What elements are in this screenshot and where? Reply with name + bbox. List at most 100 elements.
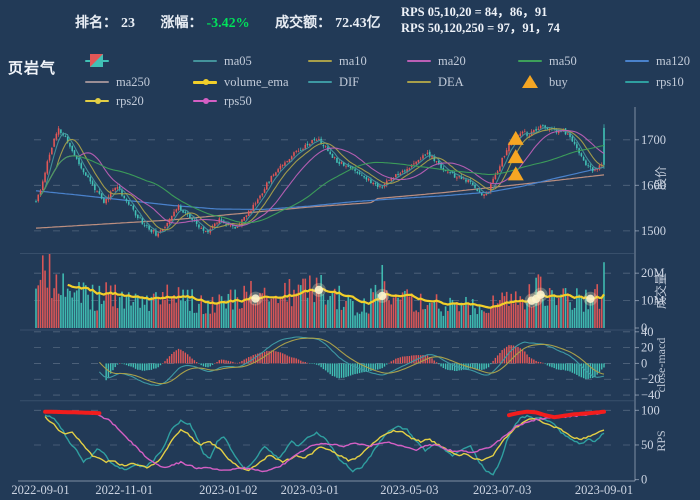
rps-summary-line-2: RPS 50,120,250 = 97，91，74 [401, 20, 560, 35]
ma250-legend-line-icon [85, 75, 109, 89]
legend-item-ma20: ma20 [407, 54, 466, 68]
legend-item-ma250: ma250 [85, 75, 150, 89]
axes: 150016001700010M20M40200−20−40050100股价成交… [18, 107, 668, 487]
volume-ytick-20M: 20M [641, 266, 665, 280]
rank-label: 排名： [75, 16, 117, 31]
price-panel [35, 124, 605, 238]
x-tick-2023-03-01: 2023-03-01 [281, 483, 339, 497]
rps-ytick-50: 50 [641, 438, 654, 452]
DIF-legend-line-icon [308, 75, 332, 89]
legend-item-ma05: ma05 [193, 54, 252, 68]
legend-label-DEA: DEA [438, 74, 464, 89]
volume-ema-highlights [248, 282, 598, 308]
legend-label-ma05: ma05 [224, 53, 252, 68]
ma120-legend-line-icon [625, 54, 649, 68]
change-stat: 涨幅： -3.42% [161, 16, 250, 31]
legend-label-rps50: rps50 [224, 93, 252, 108]
symbol-title: 页岩气 [8, 61, 57, 77]
rps-ytick-100: 100 [641, 403, 660, 417]
x-tick-2022-11-01: 2022-11-01 [95, 483, 153, 497]
volume-bars [35, 254, 605, 328]
x-tick-2023-09-01: 2023-09-01 [575, 483, 633, 497]
buy-legend-triangle-icon [518, 75, 542, 89]
ma50-line [40, 144, 605, 224]
turnover-value: 72.43亿 [335, 16, 381, 31]
rps-ytick-0: 0 [641, 473, 647, 487]
panel-dividers [20, 253, 634, 402]
kline-legend-candle-icon [85, 54, 109, 68]
ma10-legend-line-icon [308, 54, 332, 68]
x-axis-labels: 2022-09-01 2022-11-01 2023-01-02 2023-03-01… [11, 483, 633, 497]
macd-ytick-0: 0 [641, 356, 647, 370]
turnover-stat: 成交额： 72.43亿 [275, 16, 381, 31]
rps-panel [43, 409, 606, 476]
volume-ytick-10M: 10M [641, 294, 665, 308]
macd-ytick-40: 40 [641, 325, 654, 339]
rank-stat: 排名： 23 [75, 16, 135, 31]
volume_ema-legend-line-icon [193, 75, 217, 89]
turnover-label: 成交额： [275, 16, 332, 31]
legend-item-rps50: rps50 [193, 94, 252, 108]
volume-ema-line [67, 283, 605, 309]
x-tick-2023-05-03: 2023-05-03 [380, 483, 438, 497]
rps20-legend-line-icon [85, 94, 109, 108]
ma10-line [40, 128, 605, 231]
x-tick-2023-07-03: 2023-07-03 [473, 483, 531, 497]
legend-item-kline [85, 54, 116, 68]
change-value: -3.42% [206, 16, 250, 31]
buy-markers [507, 130, 524, 181]
price-ytick-1600: 1600 [641, 178, 666, 192]
ma05-legend-line-icon [193, 54, 217, 68]
rps-summary-line-1: RPS 05,10,20 = 84，86，91 [401, 5, 548, 19]
legend-item-buy: buy [518, 75, 568, 89]
header-stats: 排名： 23 涨幅： -3.42% 成交额： 72.43亿 [75, 12, 403, 32]
legend-item-ma10: ma10 [308, 54, 367, 68]
ma50-legend-line-icon [518, 54, 542, 68]
rank-value: 23 [121, 16, 135, 31]
rps-axis-label: RPS [654, 430, 668, 451]
legend-label-volume_ema: volume_ema [224, 74, 289, 89]
legend-item-DIF: DIF [308, 75, 359, 89]
change-label: 涨幅： [160, 16, 203, 31]
rps20-line [44, 416, 605, 472]
rps10-legend-line-icon [625, 75, 649, 89]
dea-line [98, 337, 605, 385]
macd-ytick-20: 20 [641, 341, 654, 355]
legend-item-DEA: DEA [407, 75, 464, 89]
legend-label-DIF: DIF [339, 74, 360, 89]
macd-ytick--20: −20 [641, 372, 661, 386]
macd-ytick--40: −40 [641, 388, 661, 402]
legend-item-ma50: ma50 [518, 54, 577, 68]
price-axis-label: 股价 [654, 166, 668, 190]
macd-axis-label: close-macd [654, 338, 668, 393]
legend-label-ma50: ma50 [549, 53, 577, 68]
x-tick-2023-01-02: 2023-01-02 [199, 483, 257, 497]
legend-label-ma250: ma250 [116, 74, 151, 89]
price-ytick-1500: 1500 [641, 224, 666, 238]
price-ytick-1700: 1700 [641, 133, 666, 147]
volume-axis-label: 成交量 [653, 273, 668, 309]
rps50-legend-line-icon [193, 94, 217, 108]
x-tick-2022-09-01: 2022-09-01 [11, 483, 69, 497]
legend-label-ma10: ma10 [339, 53, 367, 68]
dif-line [99, 336, 605, 387]
legend-label-buy: buy [549, 74, 568, 89]
legend-label-ma20: ma20 [438, 53, 466, 68]
legend-item-rps20: rps20 [85, 94, 144, 108]
rps-highlight-segments [43, 409, 606, 420]
ma5-line [40, 126, 605, 233]
legend-item-ma120: ma120 [625, 54, 690, 68]
DEA-legend-line-icon [407, 75, 431, 89]
volume-ytick-0: 0 [641, 321, 647, 335]
rps-summary: RPS 05,10,20 = 84，86，91 RPS 50,120,250 =… [401, 5, 560, 36]
ma20-legend-line-icon [407, 54, 431, 68]
legend-label-ma120: ma120 [656, 53, 691, 68]
legend-label-rps20: rps20 [116, 93, 144, 108]
legend-item-volume_ema: volume_ema [193, 75, 289, 89]
legend: ma05 ma10 ma20 ma50 ma120 ma250 volume_ema DIF D… [0, 0, 700, 115]
legend-label-rps10: rps10 [656, 74, 684, 89]
legend-item-rps10: rps10 [625, 75, 684, 89]
volume-panel [35, 254, 605, 328]
